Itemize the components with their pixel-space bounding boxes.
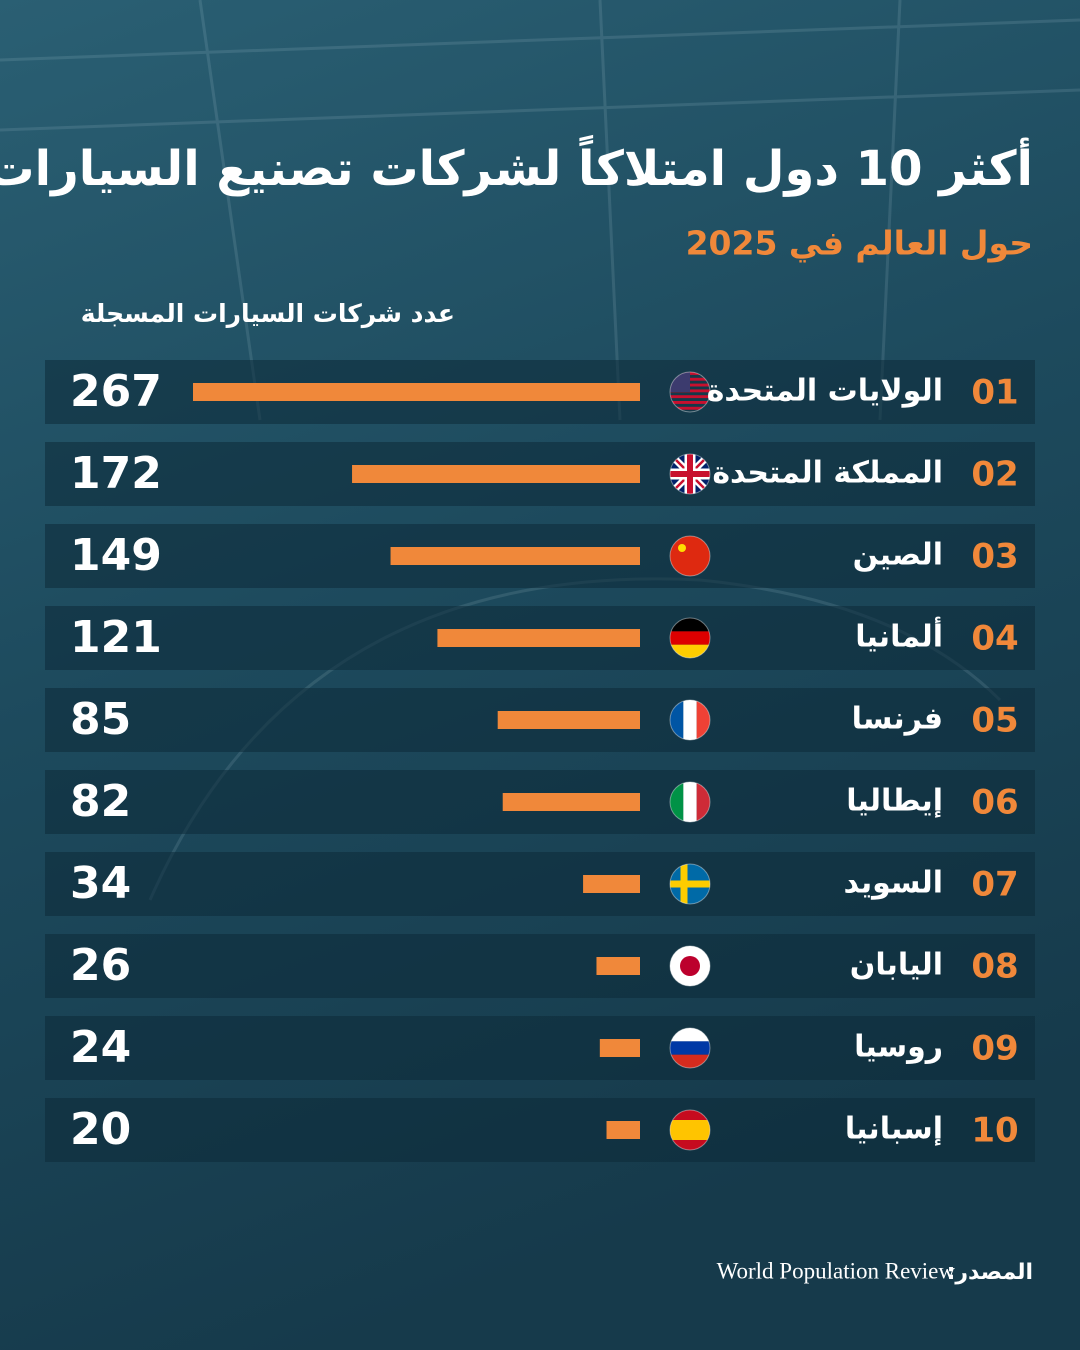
rank-label: 06 <box>971 783 1018 823</box>
bar <box>599 1039 640 1057</box>
bar <box>497 711 640 729</box>
rank-label: 09 <box>971 1029 1018 1069</box>
flag-part <box>670 454 710 494</box>
flag-part <box>670 1041 710 1055</box>
flag-outline <box>669 1027 711 1069</box>
rank-label: 01 <box>971 373 1018 413</box>
chart-title: أكثر 10 دول امتلاكاً لشركات تصنيع السيار… <box>0 134 1033 197</box>
flag <box>670 618 710 658</box>
value-label: 24 <box>70 1022 131 1073</box>
flag-part <box>670 395 710 399</box>
rank-label: 08 <box>971 947 1018 987</box>
flag-part <box>696 700 710 740</box>
bar <box>596 957 640 975</box>
country-label: إسبانيا <box>845 1112 943 1147</box>
value-label: 149 <box>70 530 162 581</box>
rank-label: 04 <box>971 619 1018 659</box>
flag-part <box>696 782 710 822</box>
bar <box>502 793 640 811</box>
flag-outline <box>669 617 711 659</box>
flag <box>670 700 710 740</box>
value-label: 26 <box>70 940 131 991</box>
source-label: المصدر: <box>947 1260 1033 1285</box>
bar <box>193 383 640 401</box>
value-label: 267 <box>70 366 162 417</box>
rank-label: 02 <box>971 455 1018 495</box>
flag-outline <box>669 453 711 495</box>
rank-label: 10 <box>971 1111 1018 1151</box>
flag-outline <box>669 699 711 741</box>
bar <box>352 465 640 483</box>
flag-part <box>670 401 710 404</box>
bar <box>390 547 640 565</box>
flag-part <box>670 406 710 410</box>
flag-part <box>670 536 710 576</box>
row-background <box>45 1016 1035 1080</box>
bar <box>606 1121 640 1139</box>
value-label: 172 <box>70 448 162 499</box>
flag-part <box>678 544 686 552</box>
flag-outline <box>669 863 711 905</box>
flag-part <box>683 782 697 822</box>
country-label: اليابان <box>850 948 943 983</box>
flag <box>670 454 710 494</box>
flag <box>670 946 710 986</box>
flag-part <box>670 618 710 632</box>
country-label: ألمانيا <box>855 617 943 655</box>
row-background <box>45 852 1035 916</box>
flag-outline <box>669 371 711 413</box>
country-label: الولايات المتحدة <box>707 374 943 409</box>
value-label: 121 <box>70 612 162 663</box>
country-label: روسيا <box>854 1030 943 1065</box>
flag <box>670 1110 710 1150</box>
flag-part <box>670 1120 710 1140</box>
flag-part <box>680 956 700 976</box>
flag-outline <box>669 781 711 823</box>
flag <box>670 782 710 822</box>
rank-label: 05 <box>971 701 1018 741</box>
chart-subtitle: حول العالم في 2025 <box>686 224 1033 264</box>
row-background <box>45 934 1035 998</box>
flag-part <box>670 631 710 645</box>
flag-outline <box>669 945 711 987</box>
flag-outline <box>669 1109 711 1151</box>
country-label: الصين <box>853 538 943 573</box>
flag-part <box>670 864 710 904</box>
country-label: فرنسا <box>852 702 943 737</box>
rank-label: 07 <box>971 865 1018 905</box>
value-label: 82 <box>70 776 131 827</box>
rank-label: 03 <box>971 537 1018 577</box>
row-background <box>45 1098 1035 1162</box>
bar <box>437 629 640 647</box>
flag-outline <box>669 535 711 577</box>
country-label: المملكة المتحدة <box>712 456 943 491</box>
value-label: 20 <box>70 1104 131 1155</box>
flag <box>670 1028 710 1068</box>
value-label: 34 <box>70 858 131 909</box>
flag-part <box>670 1054 710 1068</box>
flag-part <box>670 1028 710 1042</box>
country-label: إيطاليا <box>846 784 943 819</box>
source: World Population Review <box>717 1258 956 1283</box>
flag <box>670 536 710 576</box>
country-label: السويد <box>844 866 943 901</box>
value-label: 85 <box>70 694 131 745</box>
flag <box>670 864 710 904</box>
axis-label: عدد شركات السيارات المسجلة <box>81 299 455 329</box>
bar <box>583 875 640 893</box>
flag-part <box>670 700 684 740</box>
flag-part <box>683 700 697 740</box>
flag-part <box>670 644 710 658</box>
flag-part <box>670 782 684 822</box>
